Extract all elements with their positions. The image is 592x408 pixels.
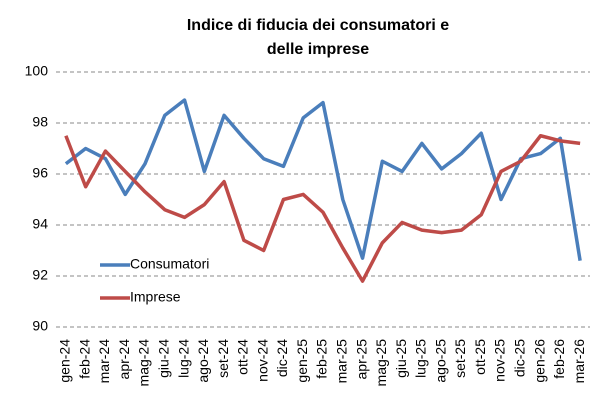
legend-label: Imprese [130, 289, 181, 305]
x-tick-label: gen-25 [294, 339, 310, 383]
x-tick-label: mag-24 [136, 339, 152, 387]
y-tick-label: 92 [32, 267, 48, 283]
x-tick-label: giu-25 [393, 339, 409, 378]
legend-label: Consumatori [130, 256, 209, 272]
x-tick-label: set-24 [215, 339, 231, 378]
x-tick-label: mag-25 [373, 339, 389, 387]
series-line [64, 98, 582, 261]
x-tick-label: apr-24 [116, 339, 132, 380]
x-tick-label: ago-25 [432, 339, 448, 383]
x-tick-label: mar-24 [96, 339, 112, 384]
x-tick-label: set-25 [452, 339, 468, 378]
y-tick-label: 94 [32, 216, 48, 232]
x-tick-label: dic-24 [274, 339, 290, 377]
x-tick-label: ott-24 [235, 339, 251, 375]
x-tick-label: feb-25 [314, 339, 330, 379]
x-tick-label: lug-24 [175, 339, 191, 378]
y-tick-label: 90 [32, 318, 48, 334]
x-tick-label: gen-24 [57, 339, 73, 383]
x-tick-label: dic-25 [511, 339, 527, 377]
chart-title: delle imprese [267, 41, 369, 58]
x-tick-label: gen-26 [531, 339, 547, 383]
y-tick-label: 100 [25, 63, 49, 79]
x-tick-label: nov-25 [492, 339, 508, 382]
x-tick-label: lug-25 [413, 339, 429, 378]
x-tick-label: ott-25 [472, 339, 488, 375]
x-tick-label: feb-24 [76, 339, 92, 379]
y-tick-label: 96 [32, 165, 48, 181]
x-tick-label: apr-25 [353, 339, 369, 380]
x-tick-label: ago-24 [195, 339, 211, 383]
chart-title: Indice di fiducia dei consumatori e [187, 17, 449, 34]
x-tick-label: feb-26 [551, 339, 567, 379]
series-line [64, 134, 581, 283]
x-tick-label: mar-26 [571, 339, 587, 384]
x-tick-label: giu-24 [155, 339, 171, 378]
x-tick-label: nov-24 [254, 339, 270, 382]
y-tick-label: 98 [32, 114, 48, 130]
x-tick-label: mar-25 [333, 339, 349, 384]
